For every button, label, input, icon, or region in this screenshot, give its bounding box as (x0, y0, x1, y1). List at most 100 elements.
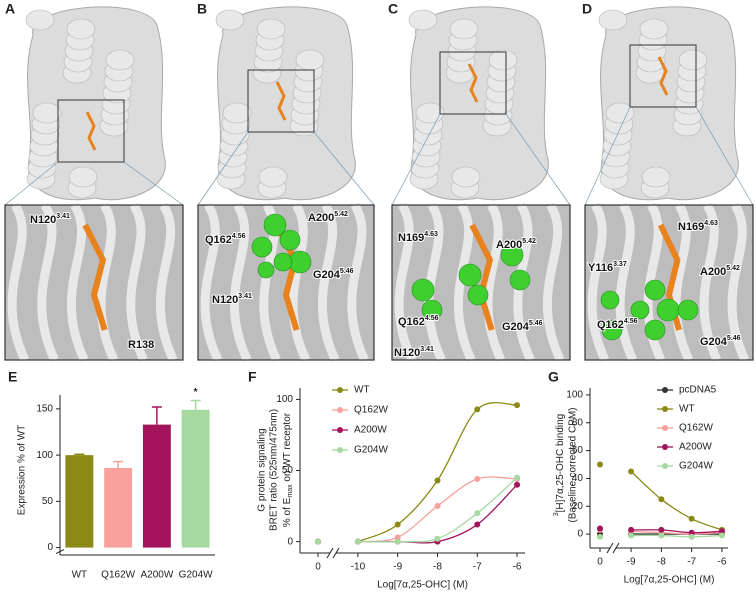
zoom-bg (5, 205, 183, 360)
residue-label: Q1624.56 (205, 233, 246, 246)
axis-break (612, 542, 620, 554)
green-sphere (630, 300, 650, 320)
y-axis-label: G protein signaling (257, 428, 268, 511)
helix (727, 202, 750, 362)
text-part: 3.41 (238, 293, 252, 300)
ligand-zoom (469, 223, 495, 331)
x-tick-label: G204W (179, 570, 213, 581)
axis-break (332, 547, 340, 559)
x-tick-label: -9 (393, 562, 402, 573)
x-tick-label: -8 (433, 562, 442, 573)
text-part: N120 (212, 294, 238, 306)
x-tick-label: -10 (351, 562, 366, 573)
text-part: N169 (398, 232, 424, 244)
helix (317, 202, 340, 362)
helix (96, 202, 119, 362)
text-part: 5.46 (340, 268, 354, 275)
text-part: N120 (30, 214, 56, 226)
helix (155, 202, 178, 362)
text-part: 5.46 (727, 335, 741, 342)
surface-bump (258, 166, 288, 188)
surface-bump (105, 49, 135, 71)
legend-marker (662, 406, 668, 412)
panel-label: D (582, 1, 592, 17)
x-tick-label: -6 (717, 557, 726, 568)
point (394, 534, 401, 541)
helix (347, 202, 369, 362)
helix (66, 202, 89, 362)
connector (197, 131, 249, 206)
bar (142, 424, 171, 548)
legend-label: WT (354, 385, 370, 396)
text-part: G204 (700, 336, 728, 348)
text-part: 5.46 (529, 320, 543, 327)
bar (65, 455, 94, 548)
surface-bump (25, 9, 55, 31)
surface-bump (215, 9, 245, 31)
legend-label: G204W (354, 445, 388, 456)
green-sphere (677, 299, 699, 321)
residue-label: N1203.41 (30, 213, 70, 226)
green-sphere (600, 290, 620, 310)
helix (394, 202, 417, 362)
point (474, 521, 481, 528)
x-tick-label: -8 (657, 557, 666, 568)
surface-bump (415, 102, 445, 124)
panel-label: C (388, 1, 398, 17)
text-part: 3.41 (420, 346, 434, 353)
x-tick-label: 0 (597, 557, 603, 568)
inset-box (247, 69, 315, 133)
green-sphere (411, 278, 435, 302)
text-part: 4.56 (624, 318, 638, 325)
x-axis-label: Log[7α,25-OHC] (M) (624, 575, 715, 586)
text-part: N120 (394, 347, 420, 359)
text-part: 4.56 (425, 315, 439, 322)
helix (513, 202, 535, 362)
surface-bump (451, 166, 481, 188)
panel-label: G (548, 369, 559, 385)
connector (505, 113, 571, 206)
helix (200, 202, 223, 362)
x-tick-label: A200W (140, 570, 173, 581)
y-tick-label: 50 (42, 496, 54, 507)
y-tick-label: 100 (276, 394, 293, 405)
ligand (275, 81, 287, 121)
text-part: G204 (502, 321, 530, 333)
y-axis-label: 3[H]7α,25-OHC binding (553, 414, 566, 517)
surface-bump (295, 49, 325, 71)
green-sphere (644, 319, 666, 341)
surface-bump (605, 102, 635, 124)
text-part: N169 (678, 221, 704, 233)
y-axis-label: Expression % of WT (17, 425, 28, 516)
surface-bump (598, 9, 628, 31)
point (658, 532, 665, 539)
text-part: 4.56 (232, 233, 246, 240)
point (658, 526, 665, 533)
green-sphere (421, 299, 443, 321)
x-tick-label: 0 (315, 562, 321, 573)
residue-label: G2045.46 (502, 320, 543, 333)
text-part: G204 (313, 269, 341, 281)
green-sphere (279, 229, 301, 251)
legend-label: Q162W (679, 423, 713, 434)
legend-label: A200W (354, 425, 387, 436)
bar (181, 409, 210, 548)
residue-label: Q1624.56 (597, 318, 638, 331)
surface-bump (256, 18, 286, 40)
ligand-zoom (82, 223, 108, 331)
panel-label: F (248, 369, 257, 385)
helix (126, 202, 148, 362)
green-sphere (273, 252, 293, 272)
connector (695, 106, 754, 206)
helix (699, 202, 722, 362)
text-part: 5.42 (726, 265, 740, 272)
text-part: R138 (128, 339, 154, 351)
residue-label: R138 (128, 339, 154, 351)
vehicle-point (315, 538, 321, 545)
y-tick-label: 40 (572, 473, 584, 484)
series-line (631, 530, 722, 535)
panel-label: B (197, 1, 207, 17)
helix (542, 202, 565, 362)
point (658, 496, 665, 503)
y-axis-label: % of Emax on WT receptor (282, 412, 294, 527)
